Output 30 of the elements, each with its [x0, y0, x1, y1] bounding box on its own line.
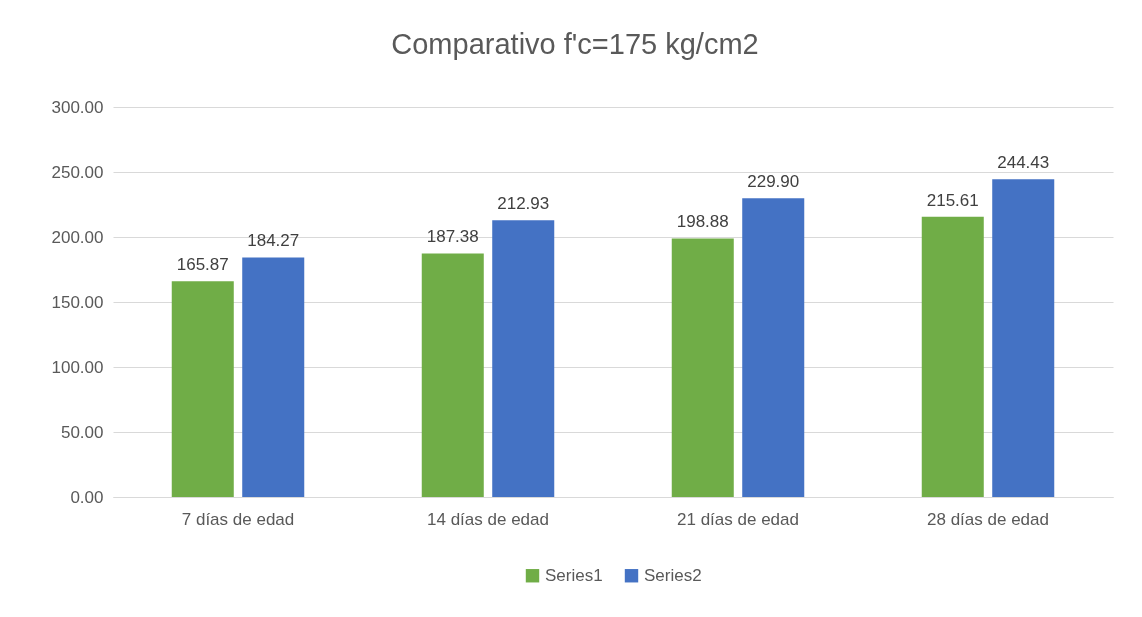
x-tick-label: 7 días de edad [181, 509, 295, 529]
data-label: 244.43 [997, 153, 1050, 173]
bar [742, 198, 805, 497]
legend-label: Series2 [644, 565, 702, 585]
bar [421, 253, 484, 497]
y-tick-label: 50.00 [60, 422, 104, 442]
data-label: 198.88 [676, 212, 729, 232]
chart-title: Comparativo f'c=175 kg/cm2 [391, 28, 759, 60]
data-label: 215.61 [926, 190, 979, 210]
data-label: 184.27 [247, 231, 300, 251]
y-tick-label: 250.00 [51, 162, 104, 182]
bar [242, 257, 305, 497]
y-tick-label: 100.00 [51, 357, 104, 377]
data-label: 212.93 [497, 194, 550, 214]
x-tick-label: 14 días de edad [427, 509, 549, 529]
bar [992, 179, 1055, 497]
bar [921, 216, 984, 497]
data-label: 165.87 [176, 255, 229, 275]
x-tick-label: 21 días de edad [677, 509, 799, 529]
bar [671, 238, 734, 497]
y-tick-label: 0.00 [70, 487, 104, 507]
bar [171, 281, 234, 497]
bar [492, 220, 555, 497]
x-tick-label: 28 días de edad [927, 509, 1049, 529]
y-tick-label: 300.00 [51, 97, 104, 117]
data-label: 187.38 [426, 227, 479, 247]
data-label: 229.90 [747, 172, 800, 192]
y-tick-label: 200.00 [51, 227, 104, 247]
legend-label: Series1 [545, 565, 603, 585]
y-tick-label: 150.00 [51, 292, 104, 312]
